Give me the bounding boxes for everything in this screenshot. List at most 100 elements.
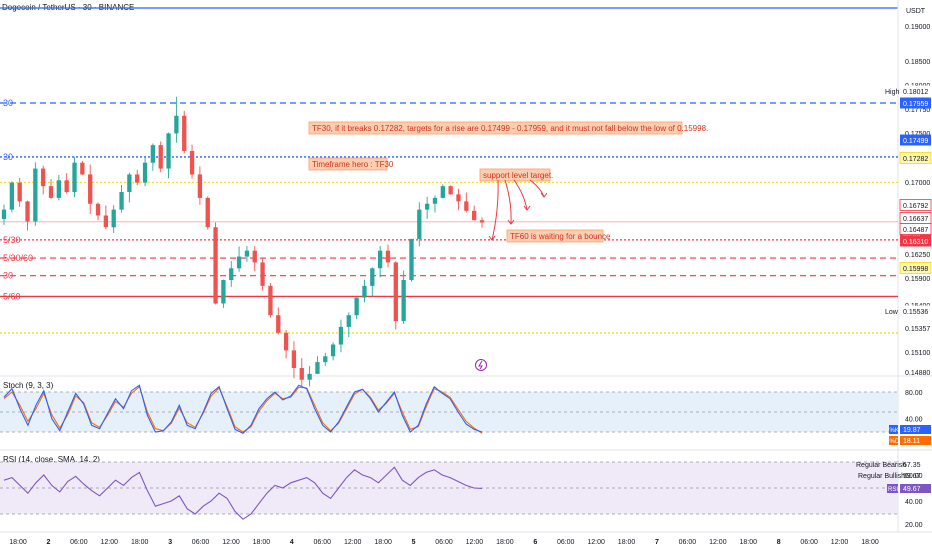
candle-body	[307, 373, 312, 380]
time-tick: 18:00	[131, 539, 149, 546]
time-tick: 12:00	[344, 539, 362, 546]
candle-body	[338, 326, 344, 345]
target-arrow	[504, 179, 512, 225]
time-tick: 06:00	[70, 539, 88, 546]
rsi-tick: 40.00	[905, 499, 923, 506]
time-tick: 06:00	[435, 539, 453, 546]
level-left-label: 5/60	[3, 291, 21, 301]
stoch-tick: 80.00	[905, 390, 923, 397]
candle-body	[213, 227, 218, 304]
support-note: support level target.	[483, 171, 553, 180]
hero-note: Timeframe hero : TF30	[312, 160, 394, 169]
rsi-label-bg	[887, 484, 898, 493]
candle-body	[260, 262, 265, 286]
price-tick: 0.18500	[905, 59, 930, 66]
candle-body	[95, 203, 101, 216]
candle-body	[393, 262, 398, 322]
candle-body	[409, 238, 414, 281]
candle-body	[166, 133, 171, 169]
time-tick: 18:00	[374, 539, 392, 546]
time-tick: 2	[46, 539, 50, 546]
stoch-k-value: 19.87	[903, 427, 921, 434]
level-tag: 0.17959	[903, 101, 928, 108]
candle-body	[174, 115, 179, 134]
candle-body	[142, 162, 148, 183]
level-tag: 0.16310	[903, 239, 928, 246]
candle-body	[41, 168, 46, 187]
stoch-k-label: %K	[890, 428, 899, 434]
time-tick: 06:00	[557, 539, 575, 546]
candle-body	[17, 182, 22, 202]
time-tick: 18:00	[253, 539, 271, 546]
price-tick: 0.15100	[905, 350, 930, 357]
stoch-k-line	[3, 384, 483, 434]
candle-body	[103, 215, 109, 228]
rsi-bearish-value: 67.35	[903, 462, 921, 469]
bounce-note: TF60 is waiting for a bounce	[510, 232, 611, 241]
price-tick: 0.16250	[905, 252, 930, 259]
stoch-band	[0, 392, 898, 432]
low-label: Low	[885, 309, 899, 316]
candle-body	[80, 162, 85, 175]
level-tag-bg	[900, 235, 931, 247]
time-tick: 6	[533, 539, 537, 546]
time-tick: 06:00	[192, 539, 210, 546]
currency-label: USDT	[906, 8, 926, 15]
candle-body	[377, 250, 383, 269]
time-tick: 7	[655, 539, 659, 546]
candle-body	[244, 250, 250, 257]
rsi-value-bg	[900, 484, 931, 493]
candle-body	[64, 180, 69, 193]
price-tick: 0.17000	[905, 180, 930, 187]
candle-body	[417, 209, 422, 239]
candle-body	[150, 145, 156, 163]
time-tick: 4	[290, 539, 294, 546]
time-tick: 06:00	[314, 539, 332, 546]
target-arrow	[513, 179, 528, 211]
time-tick: 06:00	[800, 539, 818, 546]
rsi-bullish-value: 59.67	[903, 473, 921, 480]
time-tick: 18:00	[740, 539, 758, 546]
level-tag: 0.16792	[903, 203, 928, 210]
price-tick: 0.19000	[905, 24, 930, 31]
arrow-head	[523, 205, 531, 211]
stoch-d-value: 18.11	[903, 438, 920, 445]
rsi-band	[0, 462, 898, 514]
candle-body	[88, 174, 93, 204]
candle-body	[33, 168, 38, 222]
candle-body	[72, 162, 77, 193]
level-left-label: 5/30	[3, 235, 21, 245]
candle-body	[479, 220, 485, 223]
level-left-label: 30	[3, 98, 13, 108]
candle-body	[472, 210, 477, 221]
candle-body	[401, 280, 406, 322]
arrow-head	[488, 235, 496, 241]
candle-body	[252, 250, 257, 263]
candle-body	[197, 174, 203, 198]
stoch-title[interactable]: Stoch (9, 3, 3)	[3, 381, 54, 390]
candle-body	[362, 285, 367, 298]
candle-body	[323, 356, 328, 363]
rsi-title[interactable]: RSI (14, close, SMA, 14, 2)	[3, 455, 100, 464]
candle-body	[448, 186, 453, 195]
candle-body	[119, 192, 124, 210]
time-tick: 12:00	[709, 539, 727, 546]
candle-body	[268, 285, 273, 316]
lightning-bolt	[478, 360, 483, 370]
level-tag: 0.17282	[903, 156, 928, 163]
rsi-label: RSI	[888, 487, 898, 493]
rsi-bearish-label: Regular Bearish	[856, 462, 906, 469]
high-value-tag: 0.18012	[903, 89, 928, 96]
time-tick: 12:00	[831, 539, 849, 546]
candle-body	[9, 182, 14, 210]
candle-body	[135, 174, 140, 183]
candle-body	[456, 194, 461, 202]
target-arrow	[491, 179, 499, 241]
stoch-d-line	[3, 385, 483, 434]
low-value-tag: 0.15536	[903, 309, 928, 316]
candle-body	[56, 180, 62, 198]
stoch-tick: 40.00	[905, 417, 923, 424]
price-tick: 0.15900	[905, 276, 930, 283]
time-tick: 5	[412, 539, 416, 546]
